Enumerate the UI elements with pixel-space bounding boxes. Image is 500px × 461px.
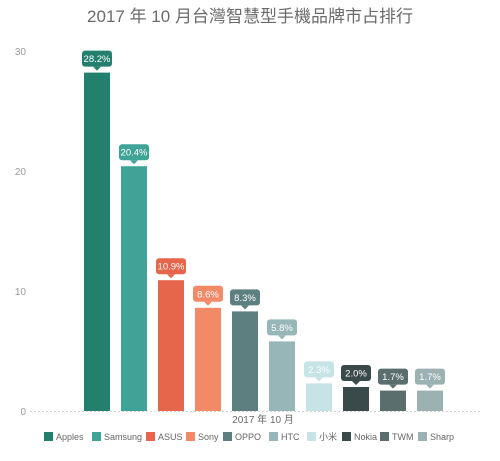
legend-item-7: 小米 <box>307 431 337 442</box>
legend-item-3: ASUS <box>146 432 183 442</box>
data-label-9: 1.7% <box>378 368 408 389</box>
legend-label: Samsung <box>104 432 142 442</box>
bar-10 <box>417 390 443 411</box>
svg-text:20.4%: 20.4% <box>121 148 148 159</box>
chart-title: 2017 年 10 月台灣智慧型手機品牌市占排行 <box>87 7 413 26</box>
legend-label: Nokia <box>354 432 377 442</box>
data-label-5: 8.3% <box>230 289 260 310</box>
bar-5 <box>232 311 258 411</box>
legend-swatch <box>269 432 278 441</box>
bar-8 <box>343 387 369 411</box>
legend-label: ASUS <box>158 432 183 442</box>
legend-item-9: TWM <box>380 432 414 442</box>
legend-label: 小米 <box>319 431 337 442</box>
data-label-1: 28.2% <box>82 50 112 71</box>
legend-item-5: OPPO <box>223 432 261 442</box>
bar-3 <box>158 280 184 411</box>
bar-1 <box>84 72 110 411</box>
legend-swatch <box>44 432 53 441</box>
svg-text:1.7%: 1.7% <box>419 372 441 383</box>
data-label-8: 2.0% <box>341 365 371 385</box>
svg-text:2.3%: 2.3% <box>308 365 330 376</box>
legend-swatch <box>418 432 427 441</box>
data-label-7: 2.3% <box>304 361 334 382</box>
legend-item-8: Nokia <box>342 432 377 442</box>
data-label-2: 20.4% <box>119 144 149 165</box>
svg-text:2.0%: 2.0% <box>345 369 367 380</box>
svg-text:10.9%: 10.9% <box>158 262 185 273</box>
y-tick-label-0: 0 <box>20 407 26 418</box>
legend-item-4: Sony <box>186 432 219 442</box>
y-tick-label-2: 20 <box>15 167 27 178</box>
bar-7 <box>306 383 332 411</box>
data-label-3: 10.9% <box>156 258 186 279</box>
legend-swatch <box>223 432 232 441</box>
svg-text:28.2%: 28.2% <box>84 54 111 65</box>
legend-item-2: Samsung <box>92 432 142 442</box>
legend-label: Apples <box>56 432 84 442</box>
y-tick-label-3: 30 <box>15 47 27 58</box>
legend-item-1: Apples <box>44 432 84 442</box>
bar-9 <box>380 390 406 411</box>
legend-label: OPPO <box>235 432 261 442</box>
legend-label: Sony <box>198 432 219 442</box>
legend-item-6: HTC <box>269 432 300 442</box>
svg-text:8.3%: 8.3% <box>234 293 256 304</box>
x-category-label: 2017 年 10 月 <box>232 413 294 426</box>
bar-2 <box>121 166 147 411</box>
data-label-6: 5.8% <box>267 319 297 340</box>
legend-label: TWM <box>392 432 414 442</box>
legend-swatch <box>146 432 155 441</box>
bar-4 <box>195 307 221 411</box>
svg-text:5.8%: 5.8% <box>271 323 293 334</box>
data-label-10: 1.7% <box>415 368 445 389</box>
svg-text:1.7%: 1.7% <box>382 372 404 383</box>
legend-swatch <box>92 432 101 441</box>
legend-swatch <box>186 432 195 441</box>
legend-label: HTC <box>281 432 300 442</box>
y-tick-label-1: 10 <box>15 287 27 298</box>
legend-swatch <box>342 432 351 441</box>
bar-6 <box>269 341 295 411</box>
legend-label: Sharp <box>430 432 454 442</box>
data-label-4: 8.6% <box>193 285 223 306</box>
legend-swatch <box>307 432 316 441</box>
legend-swatch <box>380 432 389 441</box>
legend-item-10: Sharp <box>418 432 454 442</box>
svg-text:8.6%: 8.6% <box>197 289 219 300</box>
